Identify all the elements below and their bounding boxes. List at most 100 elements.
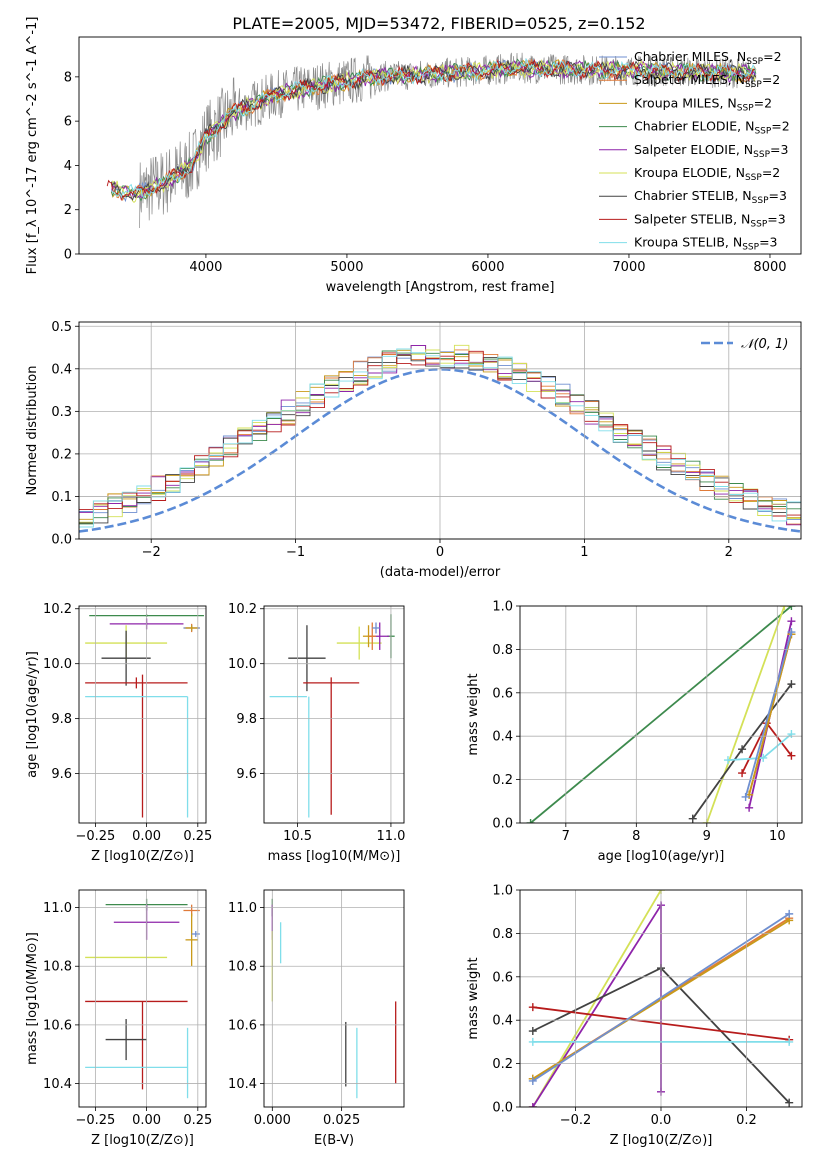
plot-area — [271, 898, 397, 1099]
errorbar-point — [185, 625, 198, 631]
plot-area — [85, 614, 204, 818]
legend-label-subscript: SSP — [750, 219, 767, 229]
y-tick-label: 0.0 — [51, 533, 72, 548]
y-tick-label: 0.4 — [492, 730, 513, 745]
y-axis-label: mass weight — [466, 673, 481, 755]
y-tick-label: 0.6 — [492, 970, 513, 985]
y-axis-label: mass [log10(M/M⊙)] — [25, 932, 40, 1065]
y-tick-label: 0.2 — [51, 447, 72, 462]
mass-weight-line — [705, 606, 786, 823]
axes-frame — [78, 605, 207, 824]
model-spectrum-line — [111, 58, 757, 199]
x-tick-label: −0.25 — [75, 829, 115, 844]
mass-weight-marker — [723, 756, 732, 765]
x-axis-label: mass [log10(M/M⊙)] — [268, 849, 401, 864]
model-spectrum-line — [110, 59, 757, 200]
mass-weight-marker — [787, 617, 796, 626]
x-axis-label: E(B-V) — [314, 1133, 354, 1148]
mass-weight-marker — [785, 909, 794, 918]
legend-label-part: Chabrier MILES, N — [634, 49, 746, 64]
axes-frame — [263, 889, 405, 1108]
legend-label: Kroupa ELODIE, NSSP=2 — [634, 165, 780, 183]
panel-age_vs_Z: −0.25 0.00 0.25 9.6 9.8 10.0 10.2 Z [log10(Z/Z⊙… — [25, 602, 212, 864]
mass-weight-line — [532, 902, 662, 1107]
x-tick-label: 10 — [769, 829, 786, 844]
x-tick-label: 1 — [580, 545, 588, 560]
mass-weight-marker — [528, 1027, 537, 1036]
axes-frame — [263, 605, 405, 824]
y-tick-label: 10.2 — [43, 602, 72, 617]
legend-label: Chabrier MILES, NSSP=2 — [634, 49, 782, 67]
plot-area — [106, 52, 757, 229]
mass-weight-marker — [741, 792, 750, 801]
y-tick-label: 11.0 — [228, 901, 257, 916]
axes-frame — [78, 889, 207, 1108]
y-axis-label: mass weight — [466, 957, 481, 1039]
legend-label: Chabrier ELODIE, NSSP=2 — [634, 119, 790, 137]
mass-weight-marker — [787, 628, 796, 637]
y-tick-label: 0.6 — [492, 686, 513, 701]
legend-label: 𝒩(0, 1) — [741, 337, 788, 352]
y-tick-label: 0.2 — [492, 1057, 513, 1072]
errorbar-point — [368, 622, 376, 650]
legend-label-part: =2 — [763, 49, 781, 64]
x-tick-label: 5000 — [330, 260, 363, 275]
mass-weight-marker — [787, 606, 796, 610]
y-tick-label: 0.5 — [51, 320, 72, 335]
plot-area — [269, 614, 395, 818]
legend-label-part: =3 — [770, 142, 788, 157]
y-tick-label: 8 — [64, 70, 72, 85]
mass-weight-marker — [745, 803, 754, 812]
x-tick-label: 0.0 — [651, 1113, 672, 1128]
legend-label-part: =2 — [762, 72, 780, 87]
x-tick-label: 2 — [725, 545, 733, 560]
y-tick-label: 9.6 — [51, 767, 72, 782]
x-tick-label: 0.025 — [323, 1113, 360, 1128]
x-tick-label: 11.0 — [376, 829, 405, 844]
legend-label-subscript: SSP — [745, 80, 762, 90]
errorbar-point — [105, 1019, 147, 1061]
y-tick-label: 10.8 — [228, 960, 257, 975]
plot-area — [526, 606, 796, 823]
mass-weight-marker — [738, 745, 747, 754]
mass-weight-marker — [526, 819, 535, 823]
x-tick-label: 9 — [703, 829, 711, 844]
legend-label-part: Salpeter STELIB, N — [634, 211, 750, 226]
mass-weight-marker — [785, 1037, 794, 1046]
x-tick-label: −0.25 — [75, 1113, 115, 1128]
errorbar-point — [101, 630, 151, 686]
y-axis-label: Normed distribution — [25, 366, 40, 496]
x-tick-label: 0.000 — [254, 1113, 291, 1128]
y-tick-label: 9.8 — [51, 712, 72, 727]
legend-label: Salpeter MILES, NSSP=2 — [634, 72, 780, 90]
legend-label: Kroupa MILES, NSSP=2 — [634, 95, 772, 113]
legend-label-part: Chabrier STELIB, N — [634, 188, 752, 203]
mass-weight-marker — [738, 769, 747, 778]
plot-area — [85, 898, 200, 1099]
y-tick-label: 9.8 — [236, 712, 257, 727]
errorbar-point — [288, 625, 326, 692]
legend-label-part: Salpeter MILES, N — [634, 72, 745, 87]
legend-label-part: Kroupa STELIB, N — [634, 235, 742, 250]
mass-weight-marker — [780, 606, 789, 610]
x-tick-label: 10.5 — [283, 829, 312, 844]
y-tick-label: 1.0 — [492, 884, 513, 899]
panel-residuals: −2 −1 0 1 2 0.0 0.1 0.2 0.3 0.4 0.5 (data-model)/er… — [25, 320, 802, 580]
panel-mass_vs_Z: −0.25 0.00 0.25 10.4 10.6 10.8 11.0 Z [log10(Z/… — [25, 889, 212, 1148]
x-axis-label: age [log10(age/yr)] — [598, 849, 725, 864]
legend-label-part: Salpeter ELODIE, N — [634, 142, 753, 157]
x-tick-label: −0.2 — [560, 1113, 592, 1128]
x-tick-label: 7 — [562, 829, 570, 844]
mass-weight-marker — [528, 1103, 537, 1107]
panel-spectrum: 4000 5000 6000 7000 8000 0 2 4 6 8 wavelength [Ang… — [25, 17, 802, 295]
panel-mass_vs_EBV: 0.000 0.025 10.4 10.6 10.8 11.0 E(B-V) — [228, 889, 405, 1148]
y-tick-label: 1.0 — [492, 600, 513, 615]
mass-weight-marker — [785, 1098, 794, 1107]
axes-frame — [78, 36, 802, 255]
x-tick-label: 6000 — [471, 260, 504, 275]
x-tick-label: 0.00 — [132, 1113, 161, 1128]
mass-weight-line — [748, 633, 793, 796]
y-tick-label: 0.0 — [492, 1101, 513, 1116]
